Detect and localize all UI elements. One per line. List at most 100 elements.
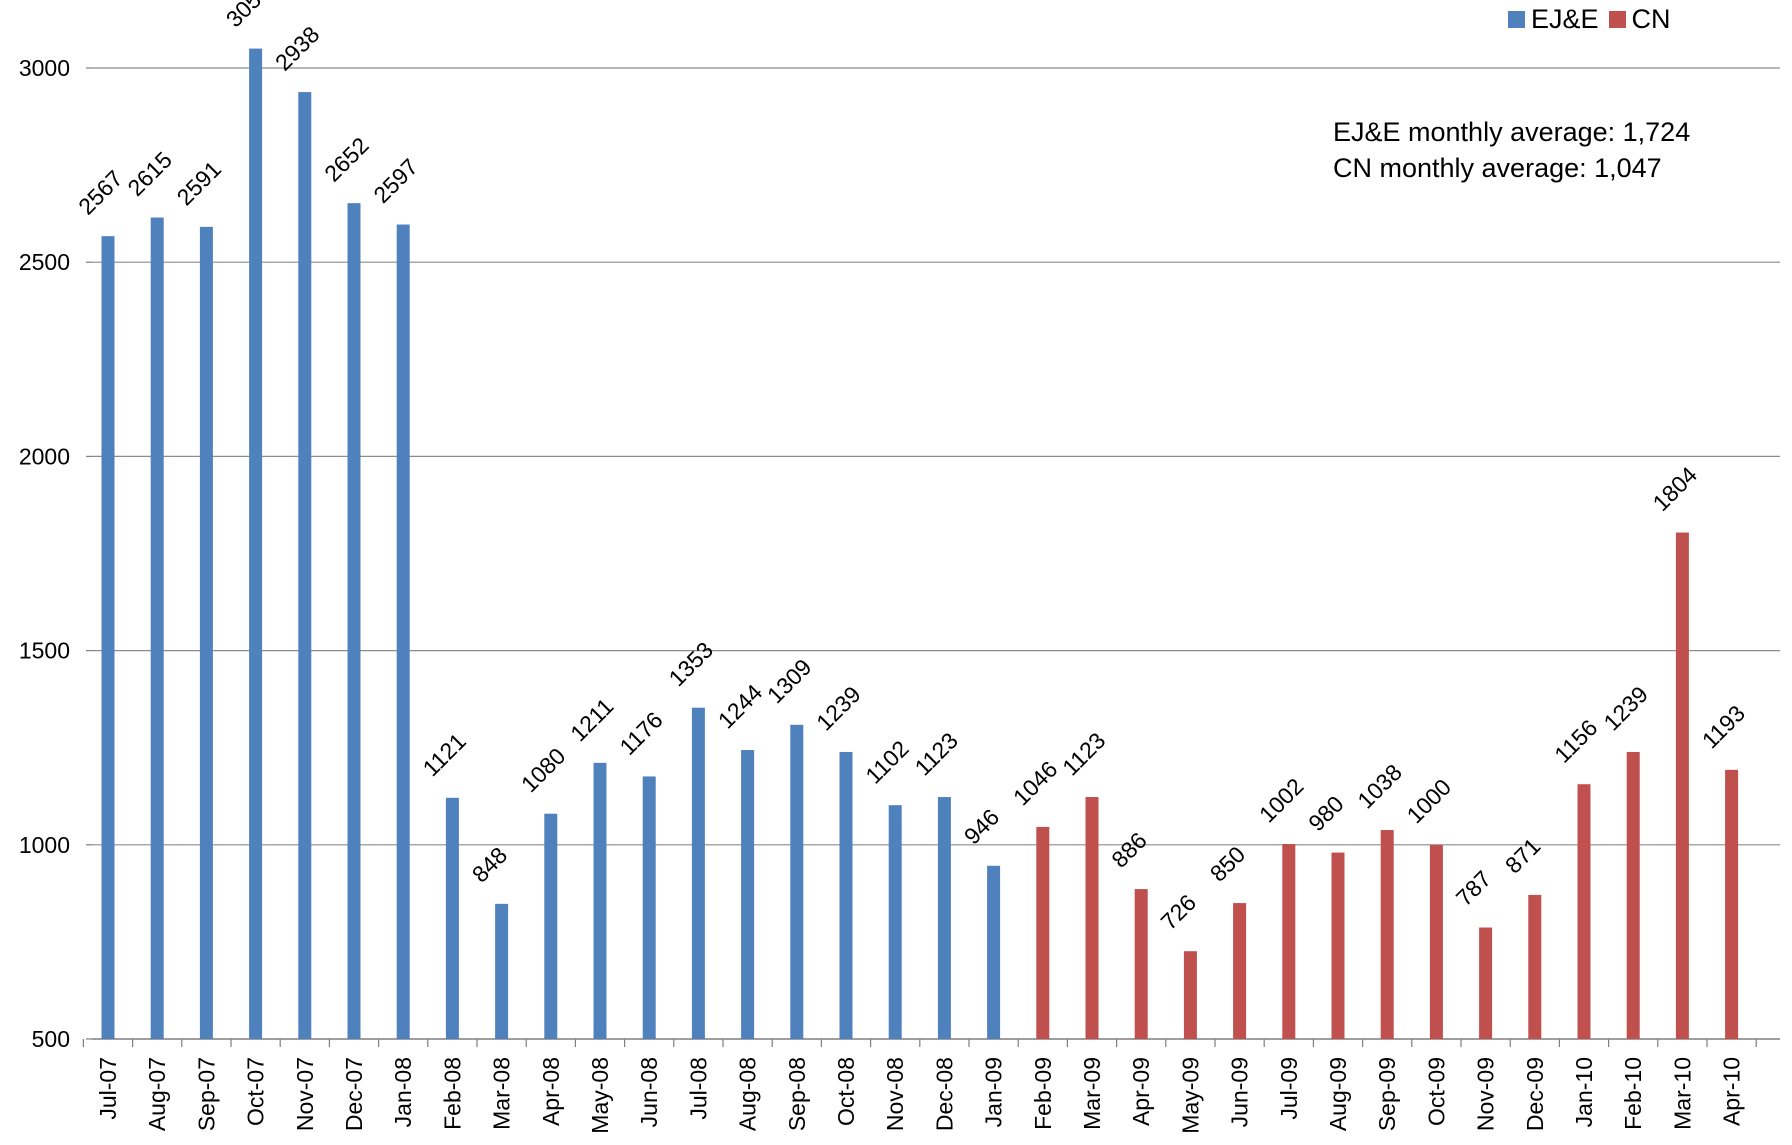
data-label: 1102	[860, 735, 913, 788]
legend-label-ejande: EJ&E	[1531, 4, 1599, 34]
data-label: 1156	[1549, 714, 1602, 767]
bar-ejande	[790, 724, 804, 1039]
data-label: 2615	[122, 147, 177, 202]
y-tick-label: 2000	[19, 443, 70, 469]
bar-cn	[1725, 769, 1739, 1039]
data-label: 1353	[664, 637, 719, 692]
data-label: 1239	[1598, 681, 1653, 736]
cn-average-text: CN monthly average: 1,047	[1333, 153, 1662, 183]
data-label: 886	[1106, 827, 1152, 873]
data-label: 2597	[368, 153, 423, 208]
bar-ejande	[199, 226, 213, 1040]
bar-cn	[1183, 951, 1197, 1039]
bar-ejande	[150, 217, 164, 1039]
bar-ejande	[937, 797, 951, 1039]
legend-swatch-ejande	[1508, 11, 1525, 28]
data-label: 2567	[73, 165, 128, 220]
legend: EJ&E CN	[1508, 4, 1671, 35]
x-tick-label: Dec-09	[1522, 1057, 1548, 1131]
data-label: 1804	[1648, 461, 1703, 516]
data-label: 1000	[1402, 774, 1457, 829]
x-tick-label: Jun-08	[636, 1057, 662, 1127]
bar-cn	[1675, 532, 1689, 1039]
bar-ejande	[839, 751, 853, 1039]
x-tick-label: Aug-07	[144, 1057, 170, 1131]
bar-ejande	[396, 224, 410, 1039]
bar-cn	[1528, 894, 1542, 1039]
legend-swatch-cn	[1608, 11, 1626, 28]
y-tick-label: 3000	[19, 55, 70, 81]
x-tick-label: Nov-09	[1473, 1057, 1499, 1131]
data-label: 1046	[1008, 756, 1063, 811]
data-label: 1123	[910, 727, 963, 780]
data-label: 850	[1205, 841, 1251, 887]
data-label: 871	[1500, 833, 1546, 879]
data-label: 1244	[713, 679, 768, 734]
data-label: 2652	[319, 132, 374, 187]
x-tick-label: Sep-08	[784, 1057, 810, 1131]
data-label: 1176	[614, 707, 667, 760]
x-tick-label: Aug-08	[735, 1057, 761, 1131]
data-label: 1002	[1254, 773, 1309, 828]
bar-cn	[1282, 844, 1296, 1039]
y-tick-label: 1500	[19, 638, 70, 664]
bar-ejande	[495, 903, 509, 1039]
x-tick-label: Jan-09	[981, 1057, 1007, 1127]
x-tick-label: Aug-09	[1325, 1057, 1351, 1131]
bar-cn	[1429, 844, 1443, 1039]
data-label: 1121	[418, 728, 471, 781]
x-tick-label: Dec-07	[341, 1057, 367, 1131]
x-tick-label: Apr-08	[538, 1057, 564, 1126]
bar-cn	[1380, 830, 1394, 1039]
x-tick-label: Mar-08	[489, 1057, 515, 1130]
x-tick-label: May-08	[587, 1057, 613, 1134]
data-label: 1309	[762, 654, 817, 709]
x-tick-label: Apr-10	[1719, 1057, 1745, 1126]
bar-ejande	[593, 762, 607, 1039]
data-label: 305	[221, 0, 267, 32]
x-tick-label: Feb-08	[439, 1057, 465, 1130]
data-label: 726	[1156, 889, 1202, 935]
x-tick-label: Mar-10	[1669, 1057, 1695, 1130]
ejande-average-text: EJ&E monthly average: 1,724	[1333, 117, 1691, 147]
x-tick-label: Apr-09	[1128, 1057, 1154, 1126]
data-label: 2591	[172, 156, 227, 211]
data-label: 1038	[1352, 759, 1407, 814]
y-axis: 500 1000 1500 2000 2500 3000	[19, 55, 92, 1052]
bar-cn	[1233, 903, 1247, 1039]
bar-ejande	[642, 776, 656, 1039]
data-label: 1080	[516, 743, 571, 798]
x-tick-label: Jan-10	[1571, 1057, 1597, 1127]
x-tick-label: Jul-08	[685, 1057, 711, 1120]
data-label: 1123	[1057, 727, 1110, 780]
x-tick-label: May-09	[1177, 1057, 1203, 1134]
x-tick-label: Oct-09	[1423, 1057, 1449, 1126]
data-label: 1239	[811, 681, 866, 736]
data-label: 980	[1303, 791, 1349, 837]
data-label: 787	[1451, 866, 1497, 912]
y-tick-label: 500	[32, 1026, 70, 1052]
x-tick-label: Nov-08	[882, 1057, 908, 1131]
x-tick-label: Mar-09	[1079, 1057, 1105, 1130]
legend-item-ejande: EJ&E	[1508, 4, 1599, 35]
y-tick-label: 2500	[19, 249, 70, 275]
x-tick-label: Jul-07	[95, 1057, 121, 1120]
bar-ejande	[101, 236, 115, 1040]
x-tick-label: Sep-09	[1374, 1057, 1400, 1131]
bar-ejande	[741, 750, 755, 1039]
data-label: 848	[467, 842, 513, 888]
bars	[101, 48, 1739, 1040]
bar-cn	[1577, 784, 1591, 1039]
bar-cn	[1085, 797, 1099, 1039]
x-tick-label: Feb-09	[1030, 1057, 1056, 1130]
x-tick-label: Jul-09	[1276, 1057, 1302, 1120]
legend-item-cn: CN	[1608, 4, 1671, 35]
gridlines	[92, 67, 1780, 1040]
x-tick-label: Feb-10	[1620, 1057, 1646, 1130]
bar-cn	[1626, 751, 1640, 1039]
x-axis: Jul-07 Aug-07 Sep-07 Oct-07 Nov-07 Dec-07 Jan-…	[82, 1039, 1757, 1134]
bar-ejande	[249, 48, 263, 1039]
bar-ejande	[445, 797, 459, 1039]
bar-ejande	[691, 707, 705, 1039]
data-label: 1211	[565, 693, 618, 746]
